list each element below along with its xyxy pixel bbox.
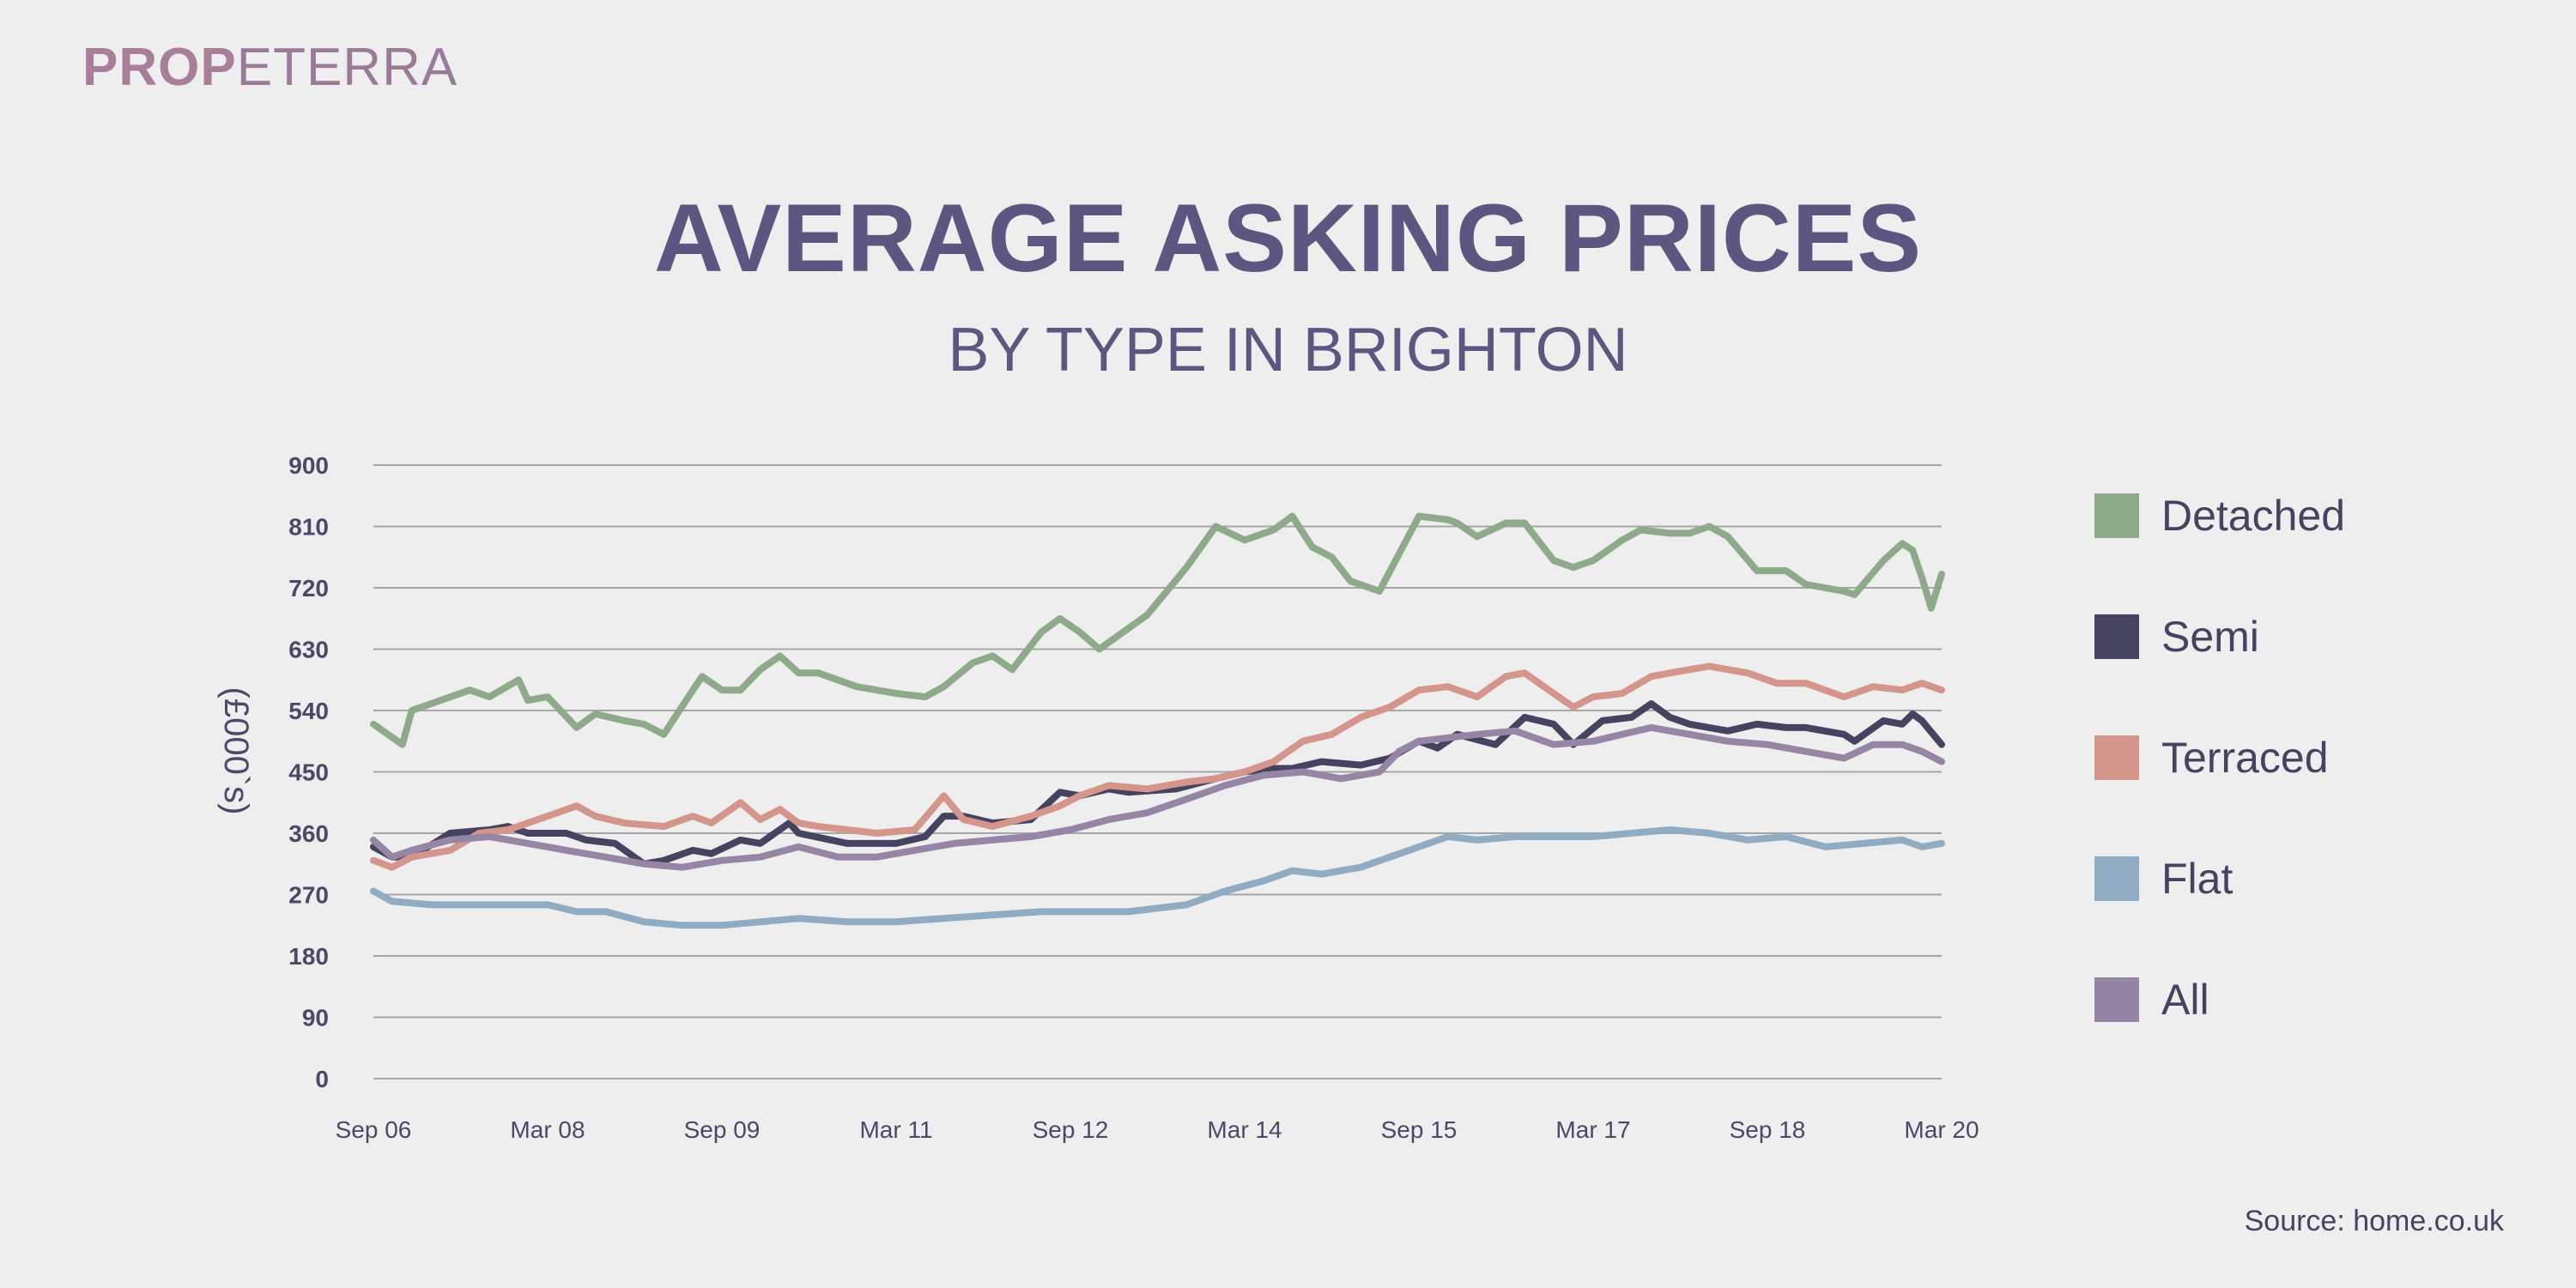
legend-item-detached: Detached — [2094, 455, 2345, 576]
legend-label: Flat — [2161, 854, 2234, 903]
brand-logo-part1: PROP — [82, 38, 237, 97]
series-line-all — [370, 723, 1945, 871]
legend-item-semi: Semi — [2094, 576, 2345, 697]
legend-swatch — [2094, 977, 2139, 1022]
y-tick-label: 720 — [288, 575, 329, 602]
chart-title: AVERAGE ASKING PRICES — [653, 184, 1923, 292]
y-tick-label: 180 — [288, 943, 329, 970]
x-tick-label: Mar 14 — [1207, 1116, 1282, 1143]
y-tick-label: 900 — [288, 452, 329, 479]
y-tick-label: 630 — [288, 637, 329, 663]
y-tick-label: 90 — [302, 1005, 329, 1031]
x-tick-label: Mar 20 — [1904, 1116, 1979, 1143]
x-tick-label: Mar 08 — [510, 1116, 585, 1143]
y-tick-label: 450 — [288, 759, 329, 786]
series-line-detached — [370, 512, 1945, 748]
y-tick-label: 810 — [288, 514, 329, 541]
legend-label: Terraced — [2161, 733, 2329, 782]
x-tick-label: Sep 18 — [1730, 1116, 1806, 1143]
legend: Detached Semi Terraced Flat All — [2094, 455, 2345, 1060]
x-tick-label: Sep 12 — [1033, 1116, 1109, 1143]
y-tick-label: 540 — [288, 698, 329, 724]
series-line-flat — [370, 826, 1945, 929]
legend-item-all: All — [2094, 939, 2345, 1060]
x-tick-label: Sep 09 — [684, 1116, 761, 1143]
legend-swatch — [2094, 856, 2139, 901]
source-note: Source: home.co.uk — [2244, 1205, 2504, 1237]
y-axis-label: (£000`s) — [217, 687, 255, 815]
brand-logo-part2: ETERRA — [236, 38, 458, 97]
series-line-terraced — [370, 662, 1945, 871]
chart-subtitle: BY TYPE IN BRIGHTON — [948, 316, 1628, 384]
y-tick-label: 270 — [288, 882, 329, 909]
y-tick-label: 360 — [288, 820, 329, 847]
legend-item-flat: Flat — [2094, 818, 2345, 939]
x-tick-label: Mar 11 — [859, 1116, 932, 1143]
x-tick-label: Sep 15 — [1381, 1116, 1458, 1143]
legend-swatch — [2094, 493, 2139, 538]
brand-logo: PROPETERRA — [82, 41, 458, 94]
legend-label: Detached — [2161, 491, 2346, 540]
legend-label: Semi — [2161, 612, 2259, 661]
legend-item-terraced: Terraced — [2094, 697, 2345, 818]
x-tick-label: Mar 17 — [1555, 1116, 1630, 1143]
x-tick-label: Sep 06 — [336, 1116, 412, 1143]
legend-swatch — [2094, 735, 2139, 780]
legend-swatch — [2094, 614, 2139, 659]
y-tick-label: 0 — [315, 1066, 329, 1092]
legend-label: All — [2161, 975, 2209, 1024]
